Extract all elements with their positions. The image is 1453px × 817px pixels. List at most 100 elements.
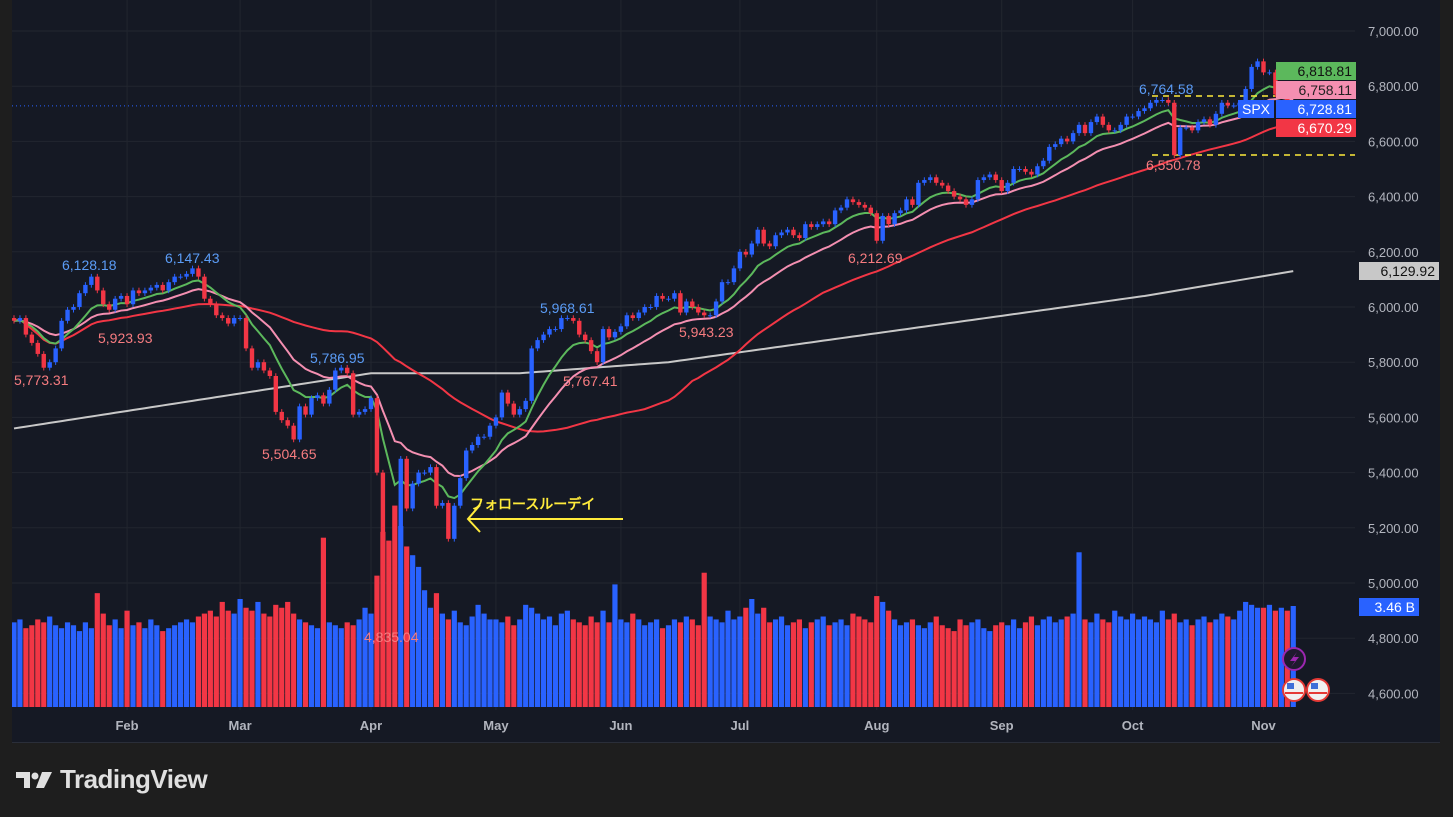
candle-body	[208, 298, 213, 305]
candle-body	[416, 472, 421, 484]
candle-body	[59, 320, 64, 349]
volume-bar	[832, 622, 838, 707]
candle-body	[618, 326, 624, 332]
candle-body	[1225, 102, 1230, 106]
us-flag-event-icon[interactable]	[1282, 678, 1306, 702]
volume-bar	[451, 610, 457, 707]
volume-bar	[850, 613, 856, 707]
volume-bar	[677, 622, 683, 707]
chart-panel[interactable]: 5,773.31 6,128.18 5,923.93 6,147.43 5,504.65…	[12, 0, 1440, 743]
volume-bar	[767, 622, 773, 707]
volume-bar	[1005, 625, 1011, 707]
volume-bar	[844, 625, 850, 707]
candle-body	[196, 268, 201, 277]
volume-bar	[523, 604, 529, 707]
month-label: Jul	[731, 718, 750, 733]
month-label: Jun	[609, 718, 632, 733]
volume-bar	[154, 625, 160, 707]
candle-body	[1011, 169, 1016, 183]
volume-bar	[874, 596, 880, 707]
candle-body	[404, 458, 409, 509]
volume-bar	[314, 628, 321, 707]
candle-body	[321, 395, 326, 404]
candle-body	[41, 353, 46, 368]
volume-bar	[23, 628, 29, 707]
volume-bar	[659, 628, 666, 707]
volume-bar	[291, 613, 297, 707]
volume-bar	[493, 619, 499, 707]
candle-body	[773, 235, 778, 247]
lightning-icon	[1290, 652, 1299, 667]
candle-body	[267, 370, 273, 376]
candle-body	[791, 229, 796, 236]
volume-bar	[12, 622, 17, 707]
candle-body	[368, 398, 374, 410]
price-label-low: 5,943.23	[679, 324, 734, 340]
candle-body	[279, 411, 284, 421]
tradingview-logo[interactable]: TradingView	[16, 764, 208, 795]
volume-bar	[546, 616, 553, 707]
volume-bar	[654, 619, 660, 707]
candle-body	[1219, 102, 1225, 114]
candle-body	[118, 295, 124, 299]
price-chart[interactable]: 5,773.31 6,128.18 5,923.93 6,147.43 5,504.65…	[12, 0, 1440, 742]
candle-body	[1130, 116, 1135, 118]
candle-body	[696, 307, 701, 313]
candle-body	[606, 329, 612, 338]
volume-bar	[612, 584, 618, 707]
candle-body	[660, 295, 665, 299]
volume-bar	[981, 628, 987, 707]
candle-body	[83, 284, 88, 294]
ma200-line	[13, 270, 1294, 430]
us-flag-event-icon[interactable]	[1306, 678, 1330, 702]
volume-bar	[243, 607, 249, 707]
volume-bar	[82, 622, 88, 707]
candle-body	[1201, 119, 1207, 123]
volume-bar	[1195, 619, 1201, 707]
volume-bar	[1159, 610, 1165, 707]
volume-bar	[1153, 622, 1159, 707]
candle-body	[1082, 124, 1088, 134]
volume-bar	[1135, 619, 1142, 707]
candle-body	[797, 235, 802, 238]
candles	[12, 58, 1296, 592]
volume-bar	[1016, 628, 1023, 707]
volume-bar	[225, 610, 231, 707]
volume-bar	[421, 590, 428, 707]
volume-bar	[529, 607, 535, 707]
volume-bar	[469, 616, 475, 707]
ma-mid-tag: 6,670.29	[1276, 119, 1356, 137]
volume-bar	[505, 616, 511, 707]
candle-body	[65, 309, 70, 321]
volume-bar	[594, 622, 600, 707]
volume-bar	[1177, 622, 1183, 707]
candle-body	[1195, 122, 1201, 131]
volume-bar	[374, 575, 380, 707]
candle-body	[535, 340, 540, 349]
candle-body	[1249, 66, 1254, 89]
volume-bar	[1183, 619, 1189, 707]
volume-bar	[1028, 616, 1035, 707]
volume-bar	[868, 622, 874, 707]
volume-bar	[1112, 610, 1118, 707]
candle-body	[1112, 130, 1117, 132]
candle-body	[672, 293, 677, 299]
candle-body	[446, 502, 451, 539]
volume-bar	[427, 607, 434, 707]
event-icons	[1282, 647, 1330, 702]
candle-body	[190, 268, 195, 274]
month-label: May	[483, 718, 509, 733]
candle-body	[35, 342, 40, 354]
volume-bar	[1022, 622, 1029, 707]
candle-body	[725, 282, 731, 284]
candle-body	[916, 182, 921, 205]
price-label-low: 4,835.04	[364, 629, 419, 645]
candle-body	[963, 199, 969, 205]
price-tick-label: 4,800.00	[1368, 631, 1419, 646]
candle-body	[785, 229, 790, 233]
price-label-high: 6,147.43	[165, 250, 220, 266]
candle-body	[1189, 127, 1195, 131]
volume-bar	[820, 616, 826, 707]
candle-body	[1017, 169, 1022, 170]
volume-bar	[100, 613, 106, 707]
